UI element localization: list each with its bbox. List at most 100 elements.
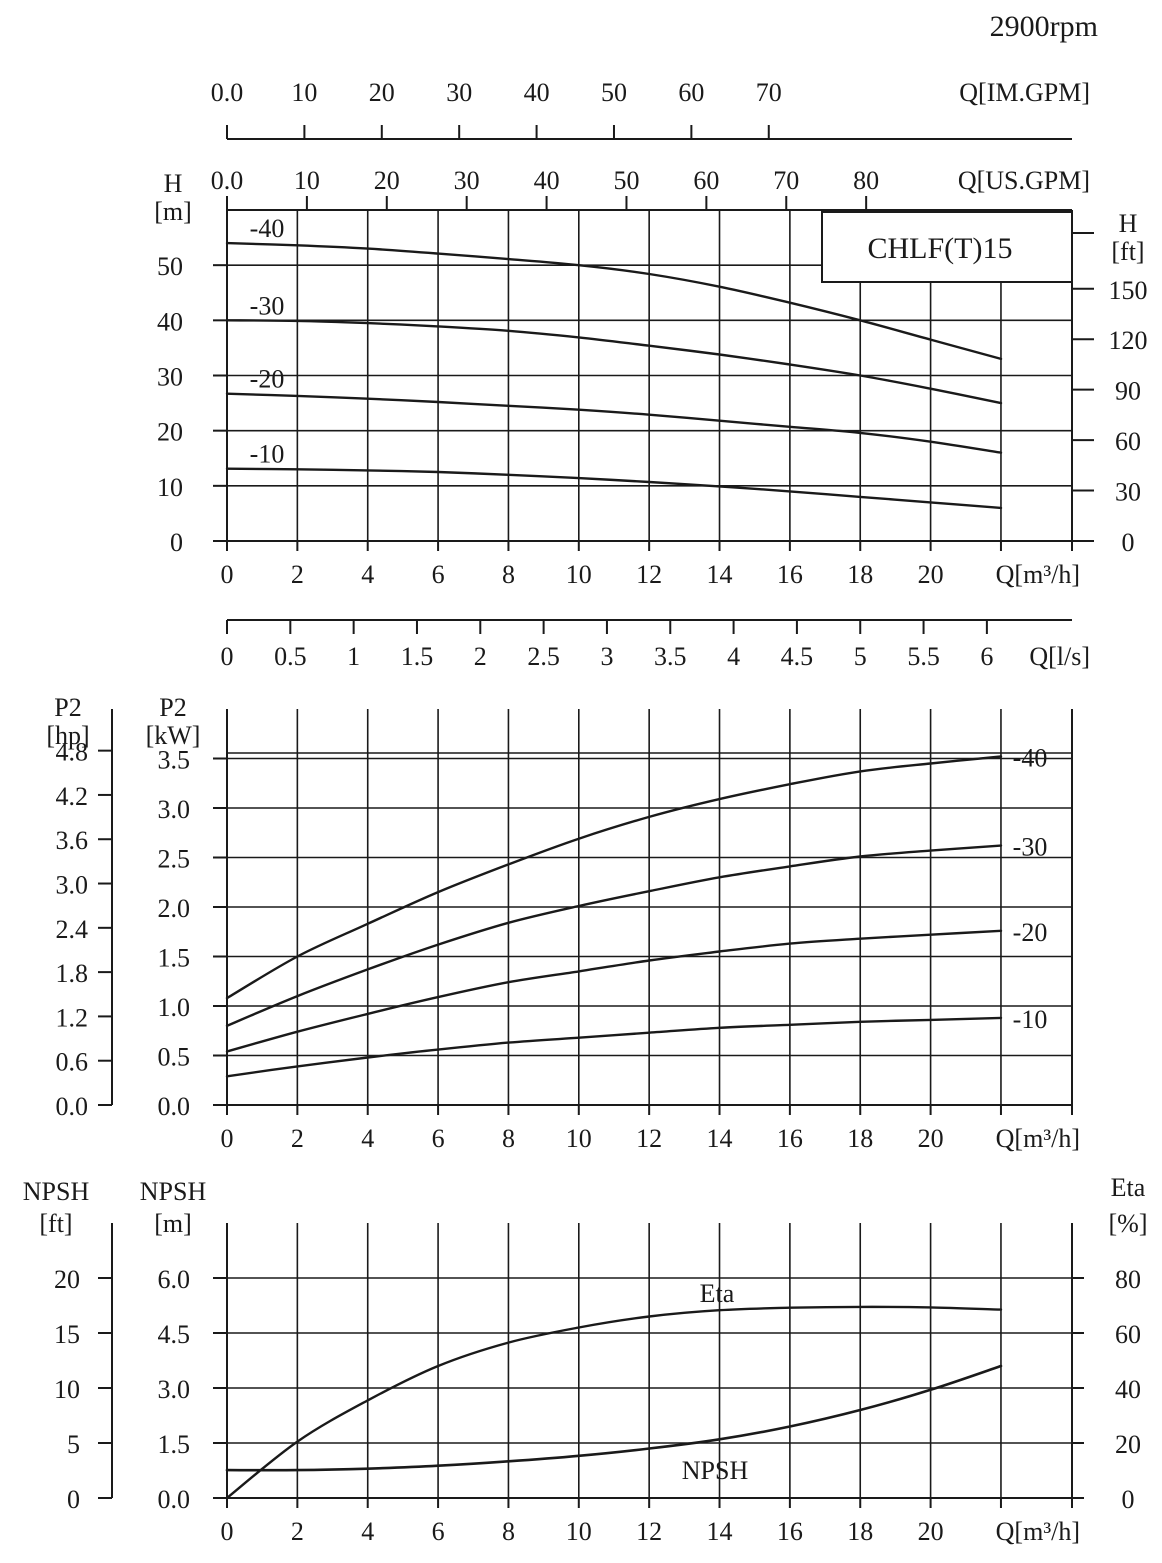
usgpm-axis-tick-label: 50 bbox=[613, 166, 639, 195]
x-tick-label: 18 bbox=[847, 560, 873, 589]
ls-axis-tick-label: 3 bbox=[600, 642, 613, 671]
x-tick-label: 4 bbox=[361, 1517, 374, 1546]
npsh-grid bbox=[227, 1223, 1072, 1498]
ls-axis-tick-label: 0.5 bbox=[274, 642, 307, 671]
imgpm-axis-label: Q[IM.GPM] bbox=[959, 78, 1090, 107]
y-tick-label: 20 bbox=[157, 418, 183, 447]
head-curve-n20 bbox=[227, 394, 1001, 453]
ls-axis-tick-label: 5 bbox=[854, 642, 867, 671]
hp-tick-label: 1.2 bbox=[56, 1003, 89, 1032]
ls-axis-tick-label: 4 bbox=[727, 642, 740, 671]
npsh-axes: 0 2 4 6 8 10 12 14 16 18 20 Q[m³/h]0.01.53.04.56.00… bbox=[54, 1223, 1141, 1546]
power-ylabel-hp-title: P2 bbox=[54, 693, 81, 722]
eta-tick-label: 40 bbox=[1115, 1375, 1141, 1404]
y-tick-label: 10 bbox=[157, 473, 183, 502]
power-axes: 0 2 4 6 8 10 12 14 16 18 20 Q[m³/h] 0.0 0.5 1.0 1.5 2.0 2… bbox=[56, 709, 1081, 1153]
x-tick-label: 6 bbox=[432, 1124, 445, 1153]
npsh-eta-chart: Eta NPSH 0 2 4 6 8 10 12 14 16 18 20 Q[m³/h] 0.0 1.5 3.… bbox=[23, 1173, 1148, 1546]
head-curve-n10 bbox=[227, 469, 1001, 508]
x-tick-label: 16 bbox=[777, 560, 803, 589]
x-tick-label: 16 bbox=[777, 1517, 803, 1546]
x-axis-label: Q[m³/h] bbox=[996, 560, 1080, 589]
imgpm-axis-tick-label: 20 bbox=[369, 78, 395, 107]
usgpm-axis-tick-label: 80 bbox=[853, 166, 879, 195]
x-tick-label: 0 bbox=[221, 1517, 234, 1546]
npsh-ft-tick-label: 15 bbox=[54, 1320, 80, 1349]
npsh-ylabel-m-title: NPSH bbox=[140, 1177, 207, 1206]
x-tick-label: 4 bbox=[361, 560, 374, 589]
ls-axis-tick-label: 2.5 bbox=[527, 642, 560, 671]
npsh-m-tick-label: 4.5 bbox=[158, 1320, 191, 1349]
x-tick-label: 4 bbox=[361, 1124, 374, 1153]
npsh-curve bbox=[227, 1366, 1001, 1470]
power-curve-label: -30 bbox=[1013, 833, 1048, 862]
model-label: CHLF(T)15 bbox=[868, 232, 1013, 265]
kw-tick-label: 2.0 bbox=[158, 894, 191, 923]
x-tick-label: 10 bbox=[566, 1517, 592, 1546]
ls-axis-tick-label: 1 bbox=[347, 642, 360, 671]
imgpm-axis: 0.0 10 20 30 40 50 60 70 Q[IM.GPM] bbox=[211, 78, 1090, 139]
x-tick-label: 8 bbox=[502, 1124, 515, 1153]
usgpm-axis-tick-label: 20 bbox=[374, 166, 400, 195]
eta-tick-label: 20 bbox=[1115, 1430, 1141, 1459]
x-tick-label: 6 bbox=[432, 560, 445, 589]
x-tick-label: 10 bbox=[566, 1124, 592, 1153]
x-tick-label: 20 bbox=[918, 1124, 944, 1153]
x-tick-label: 14 bbox=[707, 1517, 733, 1546]
x-tick-label: 16 bbox=[777, 1124, 803, 1153]
power-ylabel-kw-unit: [kW] bbox=[146, 721, 201, 750]
ls-axis: 0 0.5 1 1.5 2 2.5 3 3.5 4 4.5 5 5.5 6 Q[l/s] bbox=[221, 620, 1091, 671]
hp-tick-label: 0.0 bbox=[56, 1092, 89, 1121]
npsh-ft-tick-label: 5 bbox=[67, 1430, 80, 1459]
y-tick-label: 30 bbox=[157, 363, 183, 392]
power-curve-label: -10 bbox=[1013, 1005, 1048, 1034]
power-ylabel-hp-unit: [hp] bbox=[46, 721, 89, 750]
head-chart: -40 -30 -20 -10 0 2 4 6 8 10 12 14 16 18 20 Q[m³/h] 0 10… bbox=[154, 169, 1147, 589]
usgpm-axis-tick-label: 40 bbox=[534, 166, 560, 195]
x-axis-label: Q[m³/h] bbox=[996, 1124, 1080, 1153]
eta-curve-label: Eta bbox=[700, 1279, 735, 1308]
power-curve-n10 bbox=[227, 1018, 1001, 1076]
usgpm-axis-tick-label: 10 bbox=[294, 166, 320, 195]
hp-tick-label: 3.6 bbox=[56, 826, 89, 855]
ls-axis-tick-label: 2 bbox=[474, 642, 487, 671]
power-curve-n20 bbox=[227, 931, 1001, 1052]
y-tick-label: 40 bbox=[157, 307, 183, 336]
imgpm-axis-tick-label: 40 bbox=[524, 78, 550, 107]
npsh-m-tick-label: 6.0 bbox=[158, 1265, 191, 1294]
head-curve-label: -20 bbox=[250, 365, 285, 394]
x-tick-label: 2 bbox=[291, 1517, 304, 1546]
kw-tick-label: 0.5 bbox=[158, 1043, 191, 1072]
usgpm-axis-tick-label: 0.0 bbox=[211, 166, 244, 195]
head-ylabel-m-title: H bbox=[164, 169, 183, 198]
eta-ylabel-unit: [%] bbox=[1109, 1209, 1148, 1238]
npsh-ylabel-m-unit: [m] bbox=[154, 1209, 192, 1238]
x-tick-label: 14 bbox=[707, 560, 733, 589]
kw-tick-label: 1.5 bbox=[158, 944, 191, 973]
npsh-ylabel-ft-title: NPSH bbox=[23, 1177, 90, 1206]
npsh-m-tick-label: 0.0 bbox=[158, 1485, 191, 1514]
x-tick-label: 12 bbox=[636, 1517, 662, 1546]
npsh-m-tick-label: 1.5 bbox=[158, 1430, 191, 1459]
npsh-ylabel-ft-unit: [ft] bbox=[39, 1209, 72, 1238]
speed-label: 2900rpm bbox=[990, 10, 1098, 43]
imgpm-axis-tick-label: 10 bbox=[291, 78, 317, 107]
ft-tick-label: 60 bbox=[1115, 427, 1141, 456]
usgpm-axis-tick-label: 70 bbox=[773, 166, 799, 195]
x-tick-label: 18 bbox=[847, 1517, 873, 1546]
eta-ylabel-title: Eta bbox=[1111, 1173, 1146, 1202]
ls-axis-tick-label: 4.5 bbox=[781, 642, 814, 671]
imgpm-axis-tick-label: 50 bbox=[601, 78, 627, 107]
x-tick-label: 20 bbox=[918, 1517, 944, 1546]
ft-tick-label: 120 bbox=[1109, 326, 1148, 355]
x-tick-label: 14 bbox=[707, 1124, 733, 1153]
power-grid bbox=[227, 709, 1072, 1105]
usgpm-axis-label: Q[US.GPM] bbox=[958, 166, 1090, 195]
usgpm-axis: 0.0 10 20 30 40 50 60 70 80 Q[US.GPM] bbox=[211, 166, 1090, 210]
ls-axis-tick-label: 1.5 bbox=[401, 642, 434, 671]
npsh-m-tick-label: 3.0 bbox=[158, 1375, 191, 1404]
npsh-ft-tick-label: 0 bbox=[67, 1485, 80, 1514]
ft-tick-label: 0 bbox=[1122, 528, 1135, 557]
ls-axis-tick-label: 6 bbox=[980, 642, 993, 671]
npsh-curve-label: NPSH bbox=[682, 1456, 749, 1485]
